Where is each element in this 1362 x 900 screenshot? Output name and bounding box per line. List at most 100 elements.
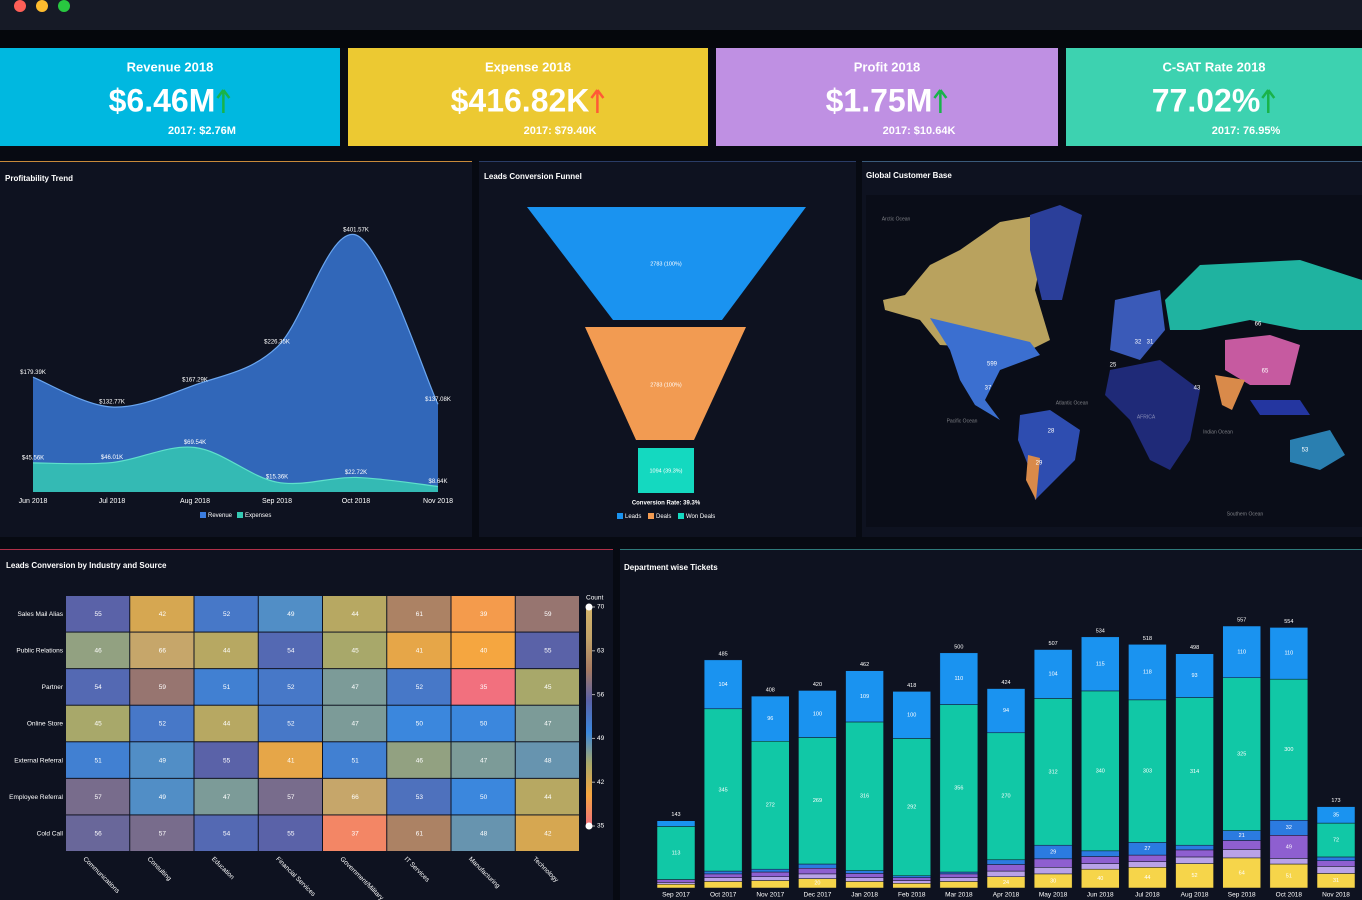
cell-label: 49: [159, 794, 167, 801]
bar-segment: [1316, 806, 1356, 824]
cell-label: 49: [159, 757, 167, 764]
heat-cell: [130, 632, 194, 669]
region-value: 29: [1036, 461, 1043, 467]
colorbar-tick-label: 49: [597, 735, 605, 742]
row-label: External Referral: [14, 757, 63, 764]
region-value: 43: [1194, 386, 1201, 392]
land: [883, 215, 1050, 350]
x-tick-label: Aug 2018: [180, 498, 210, 505]
heat-cell: [515, 815, 579, 851]
heat-cell: [387, 778, 451, 815]
maximize-button[interactable]: [58, 0, 70, 12]
stage-label: 2783 (100%): [650, 382, 682, 388]
heat-cell: [66, 669, 130, 705]
close-button[interactable]: [14, 0, 26, 12]
heat-cell: [130, 815, 194, 851]
bar-segment: [1316, 860, 1356, 867]
segment-label: 52: [1192, 873, 1198, 879]
cell-label: 47: [352, 684, 360, 691]
bar-segment: [1269, 627, 1309, 680]
heat-cell: [451, 705, 515, 742]
legend-swatch: [237, 512, 243, 518]
heat-cell: [258, 815, 322, 851]
stage-label: 2783 (100%): [650, 261, 682, 267]
land: [1110, 290, 1165, 360]
cell-label: 42: [544, 830, 552, 837]
x-tick-label: Feb 2018: [898, 892, 926, 899]
bar-segment: [1175, 856, 1214, 864]
bar-segment: [892, 875, 931, 878]
segment-label: 104: [719, 682, 728, 688]
minimize-button[interactable]: [36, 0, 48, 12]
bar-segment: [939, 881, 979, 889]
bar-segment: [892, 738, 931, 877]
segment-label: 24: [1003, 880, 1009, 886]
bar-segment: [751, 880, 790, 889]
x-tick-label: Nov 2018: [423, 498, 453, 505]
bar-segment: [1222, 849, 1261, 859]
segment-label: 51: [1286, 873, 1292, 879]
bar-segment: [798, 867, 837, 875]
bar-segment: [892, 691, 931, 739]
segment-label: 325: [1237, 752, 1246, 758]
heat-cell: [66, 632, 130, 669]
segment-label: 292: [907, 805, 916, 811]
trend-arrow: [1261, 89, 1276, 113]
legend-swatch: [678, 513, 684, 519]
segment-label: 110: [954, 676, 963, 682]
cell-label: 57: [159, 830, 167, 837]
bar-segment: [1081, 636, 1120, 692]
bar-segment: [845, 877, 884, 882]
cell-label: 35: [480, 684, 488, 691]
bar-segment: [1175, 844, 1214, 851]
kpi-previous: 2017: $2.76M: [168, 125, 236, 137]
cell-label: 66: [159, 648, 167, 655]
total-label: 507: [1049, 641, 1058, 647]
bar-segment: [939, 871, 979, 875]
map-label: Southern Ocean: [1227, 511, 1264, 517]
cell-label: 51: [352, 757, 360, 764]
toolbar-gap: [0, 30, 1362, 48]
segment-label: 110: [1237, 649, 1246, 655]
annotation: Conversion Rate: 39.3%: [632, 501, 701, 507]
heat-cell: [451, 815, 515, 851]
cell-label: 55: [544, 648, 552, 655]
bar-segment: [1316, 822, 1356, 858]
segment-label: 110: [1284, 651, 1293, 657]
bar-segment: [1222, 840, 1261, 850]
cell-label: 51: [95, 757, 103, 764]
legend-swatch: [617, 513, 623, 519]
heat-cell: [515, 596, 579, 632]
panel-title: Leads Conversion by Industry and Source: [6, 561, 167, 570]
bar-segment: [892, 877, 931, 881]
cell-label: 42: [159, 611, 167, 618]
heat-cell: [451, 596, 515, 632]
panel-title: Leads Conversion Funnel: [484, 172, 582, 181]
map-label: Arctic Ocean: [882, 216, 911, 222]
colorbar-handle: [585, 822, 593, 830]
segment-label: 21: [1239, 833, 1245, 839]
kpi-card: [0, 48, 340, 146]
bar-segment: [845, 870, 884, 874]
data-label: $45.56K: [22, 455, 44, 461]
cell-label: 41: [287, 757, 295, 764]
data-label: $69.54K: [184, 440, 206, 446]
kpi-value: $1.75M: [826, 82, 933, 118]
kpi-title: Expense 2018: [485, 59, 571, 74]
x-tick-label: Oct 2018: [1276, 892, 1303, 899]
bar-segment: [845, 721, 884, 871]
cell-label: 52: [287, 721, 295, 728]
region-value: 53: [1302, 448, 1309, 454]
heat-cell: [130, 705, 194, 742]
heat-cell: [451, 632, 515, 669]
cell-label: 44: [544, 794, 552, 801]
segment-label: 272: [766, 803, 775, 809]
bar-segment: [751, 695, 790, 742]
cell-label: 50: [480, 721, 488, 728]
legend-label: Expenses: [245, 513, 271, 519]
x-tick-label: May 2018: [1039, 892, 1068, 899]
data-label: $226.35K: [264, 340, 290, 346]
heat-cell: [515, 632, 579, 669]
data-label: $132.77K: [99, 400, 125, 406]
segment-label: 312: [1049, 769, 1058, 775]
